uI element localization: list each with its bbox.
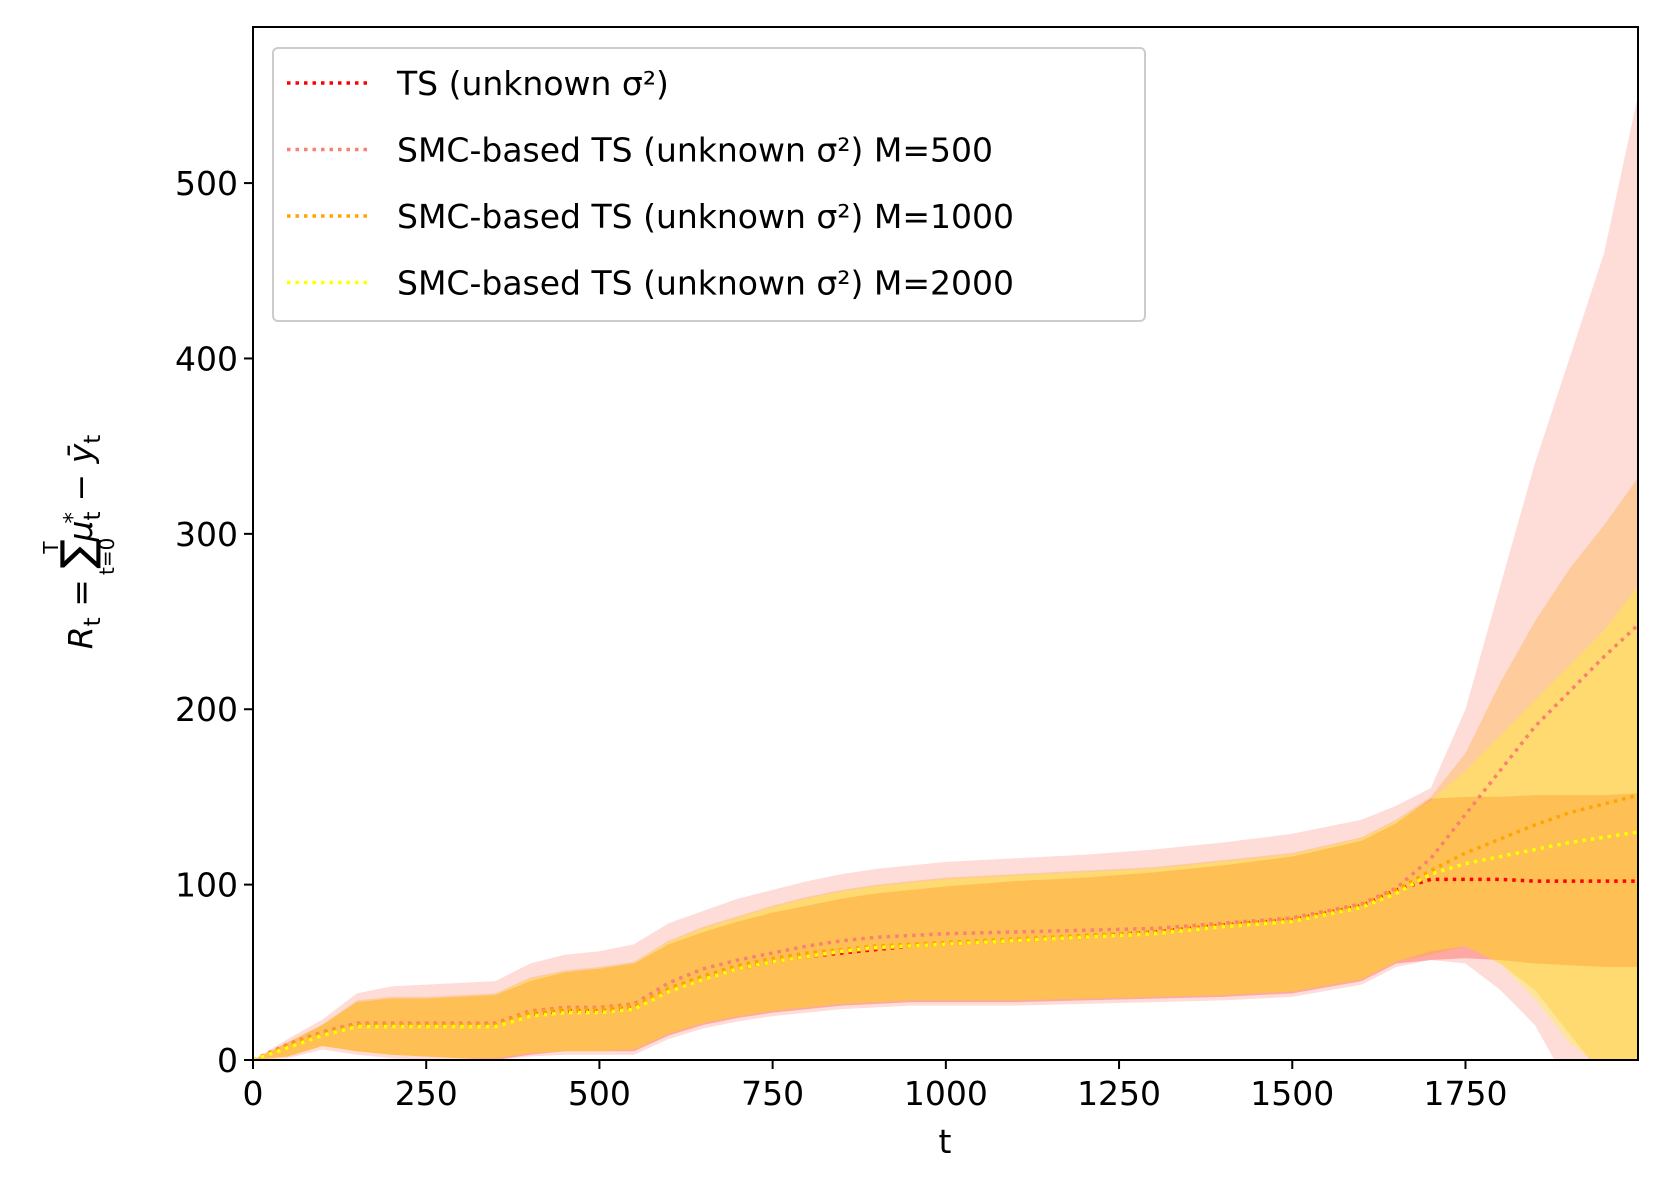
- y-tick-label: 500: [175, 164, 238, 203]
- legend-label: SMC-based TS (unknown σ²) M=1000: [397, 197, 1014, 236]
- y-tick-label: 0: [217, 1041, 238, 1080]
- y-label-part: =: [61, 569, 100, 618]
- series-line: [253, 623, 1638, 1060]
- y-tick-label: 100: [175, 866, 238, 905]
- y-label-part: t: [80, 617, 106, 626]
- x-tick-label: 1250: [1077, 1074, 1161, 1113]
- x-axis-label: t: [939, 1122, 952, 1161]
- x-tick-label: 750: [741, 1074, 804, 1113]
- y-label-part: T: [39, 541, 63, 555]
- y-label-part: t=0: [95, 538, 119, 575]
- y-tick-label: 300: [175, 515, 238, 554]
- y-label-part: t: [80, 511, 106, 520]
- y-tick-label: 200: [175, 690, 238, 729]
- y-label-part: −: [61, 463, 100, 512]
- x-tick-label: 0: [243, 1074, 264, 1113]
- series-line: [253, 830, 1638, 1060]
- band: [253, 477, 1638, 1060]
- legend: TS (unknown σ²) SMC-based TS (unknown σ²)…: [272, 47, 1146, 322]
- axes: 0 250 500 750 1000 1250 1500 1750 0 100 200 300 400 5…: [175, 164, 1507, 1113]
- band: [253, 793, 1638, 1060]
- x-tick-label: 1750: [1423, 1074, 1507, 1113]
- y-axis-label: Rt = ∑t=0Tμt* − ȳt: [39, 435, 119, 650]
- band: [253, 95, 1638, 1060]
- x-tick-label: 1500: [1250, 1074, 1334, 1113]
- lines: [253, 623, 1638, 1060]
- y-tick-label: 400: [175, 339, 238, 378]
- y-label-part: R: [61, 626, 100, 649]
- y-label-part: t: [80, 435, 106, 444]
- x-tick-label: 250: [395, 1074, 458, 1113]
- y-label-part: ȳ: [61, 443, 100, 464]
- legend-box: [272, 47, 1146, 322]
- band: [253, 586, 1638, 1060]
- legend-label: TS (unknown σ²): [396, 64, 669, 103]
- y-label-part: μ: [61, 520, 100, 542]
- legend-label: SMC-based TS (unknown σ²) M=2000: [397, 264, 1014, 303]
- x-tick-label: 1000: [904, 1074, 988, 1113]
- legend-label: SMC-based TS (unknown σ²) M=500: [397, 131, 993, 170]
- y-label-part: *: [60, 512, 86, 524]
- x-tick-label: 500: [568, 1074, 631, 1113]
- y-label-part: ∑: [52, 539, 103, 569]
- bands: [253, 95, 1638, 1060]
